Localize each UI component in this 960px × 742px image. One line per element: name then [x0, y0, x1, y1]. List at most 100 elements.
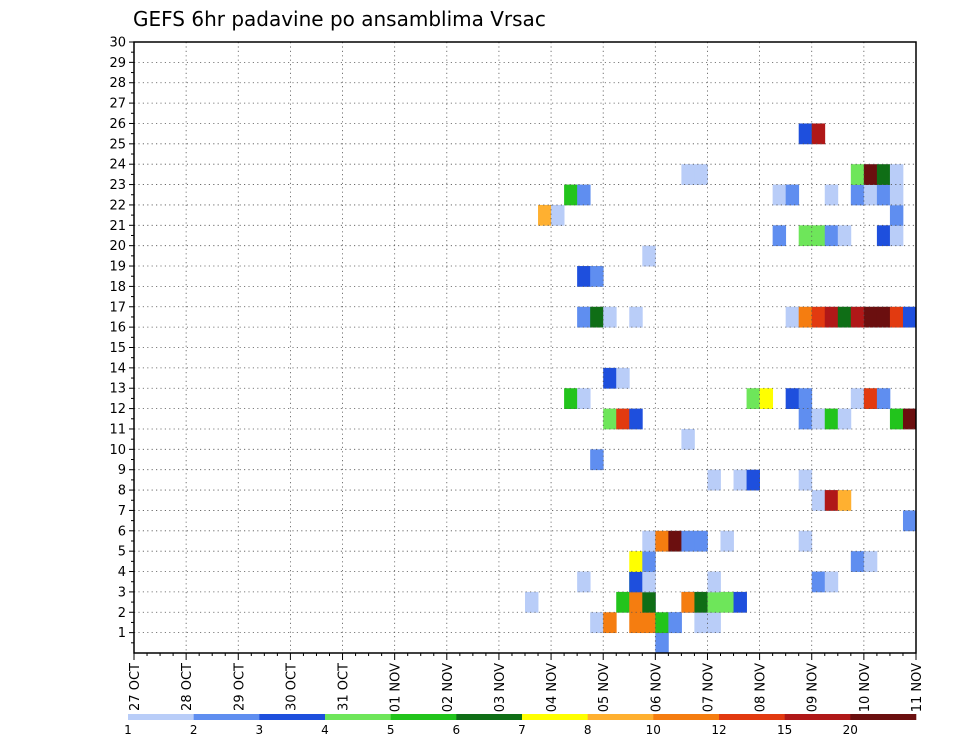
- precip-cell: [733, 591, 747, 613]
- y-tick-label: 1: [118, 626, 126, 641]
- precip-cell: [863, 306, 878, 328]
- precip-cell: [577, 571, 591, 593]
- precip-cell: [564, 388, 578, 409]
- precip-cell: [837, 225, 852, 247]
- precip-cell: [850, 164, 865, 185]
- colorbar-label: 10: [646, 723, 661, 737]
- x-tick-label: 02 NOV: [441, 663, 456, 712]
- precip-cell: [629, 408, 643, 430]
- precip-cell: [811, 225, 826, 247]
- y-tick-label: 4: [118, 565, 126, 580]
- precip-cell: [902, 306, 917, 328]
- y-tick-label: 22: [109, 198, 126, 213]
- precip-cell: [642, 245, 656, 267]
- colorbar-swatch: [587, 714, 654, 720]
- x-axis: 27 OCT 28 OCT 29 OCT 30 OCT 31 OCT 01 NOV 02 N…: [128, 653, 925, 712]
- precip-cell: [616, 591, 630, 613]
- precip-cell: [850, 388, 865, 409]
- precip-cell: [876, 388, 891, 409]
- y-tick-label: 12: [109, 402, 126, 417]
- y-tick-label: 21: [109, 219, 126, 234]
- x-tick-label: 07 NOV: [702, 663, 717, 712]
- y-tick-label: 10: [109, 443, 126, 458]
- precip-cell: [811, 490, 826, 511]
- colorbar-swatch: [128, 714, 194, 720]
- precip-cell: [889, 306, 904, 328]
- precip-cell: [668, 612, 682, 634]
- chart-title: GEFS 6hr padavine po ansamblima Vrsac: [133, 7, 546, 31]
- precip-cell: [889, 225, 904, 247]
- precip-cell: [876, 306, 891, 328]
- colorbar-swatch: [193, 714, 260, 720]
- precip-cell: [642, 551, 656, 572]
- precip-cell: [681, 530, 695, 552]
- precip-cell: [785, 388, 800, 409]
- precip-cell: [876, 164, 891, 185]
- y-tick-label: 8: [118, 484, 126, 499]
- precip-cell: [811, 571, 826, 593]
- precip-cell: [850, 551, 865, 572]
- precip-cell: [629, 551, 643, 572]
- precip-cell: [798, 408, 813, 430]
- x-tick-label: 05 NOV: [597, 663, 612, 712]
- precip-cell: [707, 612, 721, 634]
- precip-cell: [642, 530, 656, 552]
- precip-cell: [863, 551, 878, 572]
- precip-cell: [746, 469, 760, 491]
- colorbar-swatch: [522, 714, 588, 720]
- y-tick-label: 26: [109, 117, 126, 132]
- y-tick-label: 30: [109, 36, 126, 51]
- precipitation-cells: [525, 123, 917, 654]
- y-tick-label: 25: [109, 137, 126, 152]
- precip-cell: [837, 306, 852, 328]
- y-tick-label: 17: [109, 300, 126, 315]
- x-tick-label: 28 OCT: [180, 663, 195, 711]
- precip-cell: [616, 367, 630, 389]
- precip-cell: [889, 184, 904, 206]
- colorbar-swatch: [850, 714, 917, 720]
- y-tick-label: 24: [109, 158, 126, 173]
- precip-cell: [811, 123, 826, 145]
- precip-cell: [824, 490, 839, 511]
- precip-cell: [811, 306, 826, 328]
- precip-cell: [577, 184, 591, 206]
- precip-cell: [642, 591, 656, 613]
- y-tick-label: 14: [109, 361, 126, 376]
- precip-cell: [707, 469, 721, 491]
- colorbar-swatch: [325, 714, 391, 720]
- precip-cell: [603, 408, 617, 430]
- colorbar-swatch: [719, 714, 785, 720]
- precip-cell: [798, 123, 813, 145]
- y-tick-label: 27: [109, 97, 126, 112]
- precip-cell: [694, 164, 708, 185]
- colorbar-label: 7: [518, 723, 526, 737]
- x-tick-label: 04 NOV: [545, 663, 560, 712]
- precip-cell: [616, 408, 630, 430]
- precip-cell: [837, 408, 852, 430]
- precip-cell: [642, 612, 656, 634]
- precip-cell: [525, 591, 539, 613]
- precip-cell: [798, 530, 813, 552]
- colorbar-label: 15: [777, 723, 792, 737]
- colorbar-label: 4: [321, 723, 329, 737]
- colorbar-label: 6: [452, 723, 460, 737]
- precip-cell: [590, 306, 604, 328]
- precip-cell: [577, 388, 591, 409]
- y-tick-label: 2: [118, 606, 126, 621]
- precip-cell: [889, 204, 904, 226]
- precip-cell: [590, 612, 604, 634]
- precip-cell: [876, 184, 891, 206]
- precip-cell: [720, 591, 734, 613]
- x-tick-label: 31 OCT: [337, 663, 352, 711]
- colorbar-label: 1: [124, 723, 132, 737]
- colorbar-swatch: [259, 714, 326, 720]
- precip-cell: [889, 408, 904, 430]
- colorbar-label: 5: [387, 723, 395, 737]
- colorbar-label: 2: [190, 723, 198, 737]
- precip-cell: [668, 530, 682, 552]
- x-tick-label: 27 OCT: [128, 663, 143, 711]
- precip-cell: [590, 449, 604, 471]
- precip-cell: [824, 408, 839, 430]
- x-tick-label: 10 NOV: [858, 663, 873, 712]
